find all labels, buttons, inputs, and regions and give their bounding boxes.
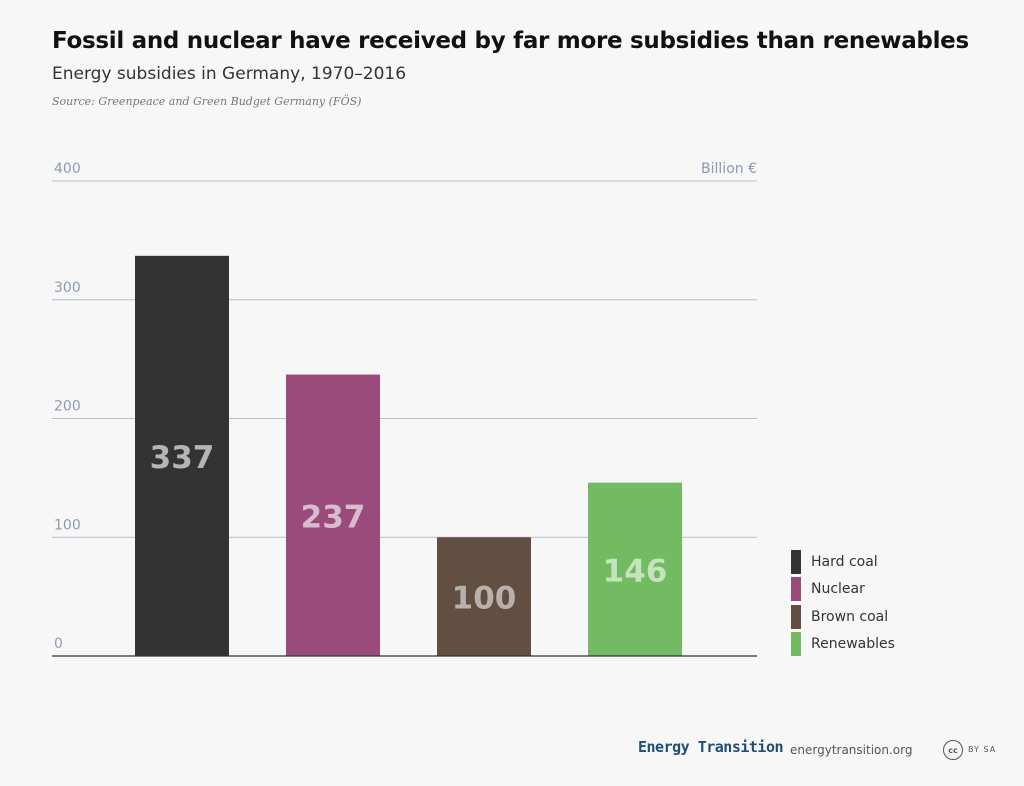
legend-swatch-nuclear (791, 577, 801, 602)
chart-source: Source: Greenpeace and Green Budget Germ… (52, 95, 362, 108)
chart-title: Fossil and nuclear have received by far … (52, 28, 969, 54)
legend: Hard coal Nuclear Brown coal Renewables (791, 548, 895, 658)
bar-value-label: 237 (301, 499, 366, 535)
y-tick-label: 300 (54, 280, 81, 296)
y-tick-label: 0 (54, 636, 63, 652)
legend-label: Nuclear (811, 581, 865, 598)
y-tick-label: 200 (54, 399, 81, 415)
legend-swatch-renewables (791, 632, 801, 657)
brand-logo: Energy Transition (638, 738, 784, 756)
license-text: BY SA (968, 745, 997, 754)
legend-item-renewables: Renewables (791, 631, 895, 659)
legend-item-hard-coal: Hard coal (791, 548, 895, 576)
bar-value-label: 100 (452, 581, 517, 617)
bar-value-label: 337 (150, 440, 215, 476)
creative-commons-icon: cc (943, 740, 963, 760)
legend-item-nuclear: Nuclear (791, 576, 895, 604)
legend-label: Brown coal (811, 608, 889, 625)
y-tick-label: 100 (54, 517, 81, 533)
bar (286, 374, 380, 656)
legend-label: Hard coal (811, 553, 878, 570)
bar (437, 537, 531, 656)
legend-swatch-hard-coal (791, 549, 801, 574)
legend-swatch-brown-coal (791, 604, 801, 629)
y-axis-unit-label: Billion € (701, 161, 757, 177)
y-tick-label: 400 (54, 161, 81, 177)
chart-subtitle: Energy subsidies in Germany, 1970–2016 (52, 64, 407, 84)
legend-label: Renewables (811, 636, 895, 653)
bar-value-label: 146 (603, 553, 668, 589)
footer-url: energytransition.org (790, 743, 913, 757)
legend-item-brown-coal: Brown coal (791, 603, 895, 631)
bar (588, 482, 682, 656)
bar (135, 255, 229, 656)
